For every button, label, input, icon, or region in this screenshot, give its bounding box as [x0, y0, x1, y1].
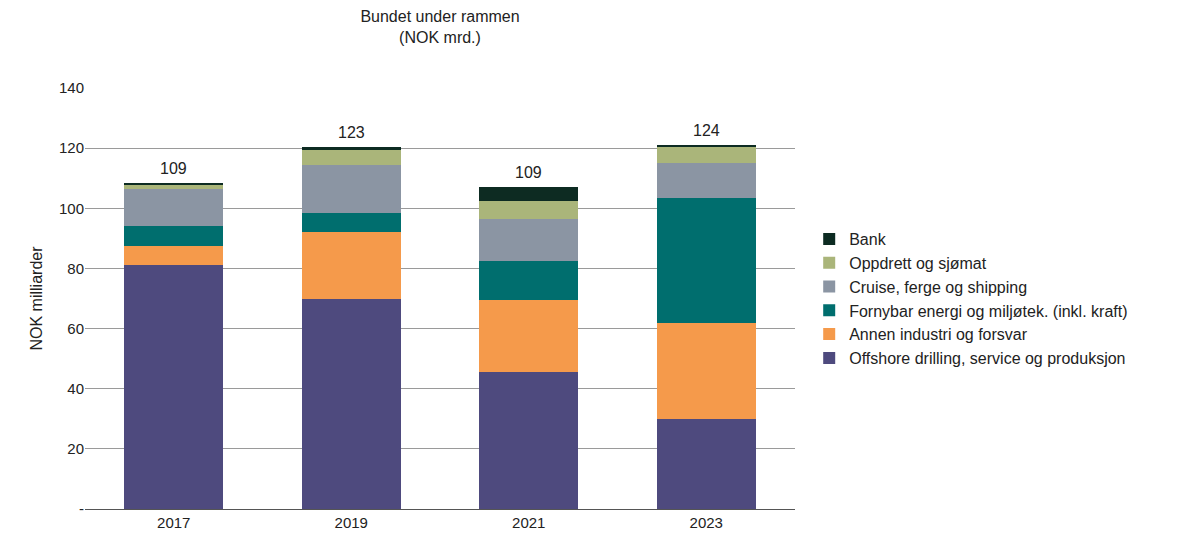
svg-text:2023: 2023	[690, 514, 723, 531]
svg-text:2017: 2017	[157, 514, 190, 531]
svg-text:140: 140	[59, 79, 84, 96]
svg-text:Bank: Bank	[849, 231, 886, 248]
svg-text:80: 80	[67, 260, 84, 277]
svg-text:20: 20	[67, 440, 84, 457]
svg-text:120: 120	[59, 139, 84, 156]
svg-text:Cruise, ferge og shipping: Cruise, ferge og shipping	[849, 279, 1027, 296]
svg-text:40: 40	[67, 380, 84, 397]
svg-text:109: 109	[515, 164, 542, 181]
svg-text:60: 60	[67, 320, 84, 337]
svg-text:Offshore drilling, service og: Offshore drilling, service og produksjon	[849, 350, 1125, 367]
svg-text:Fornybar energi og miljøtek. (: Fornybar energi og miljøtek. (inkl. kraf…	[849, 303, 1127, 320]
svg-text:NOK milliarder: NOK milliarder	[28, 246, 45, 351]
svg-text:-: -	[79, 500, 84, 517]
svg-text:109: 109	[160, 160, 187, 177]
svg-text:Oppdrett og sjømat: Oppdrett og sjømat	[849, 255, 987, 272]
svg-text:2021: 2021	[512, 514, 545, 531]
svg-text:124: 124	[693, 122, 720, 139]
svg-text:Annen industri og forsvar: Annen industri og forsvar	[849, 326, 1028, 343]
svg-text:2019: 2019	[335, 514, 368, 531]
svg-text:Bundet under rammen(NOK mrd.): Bundet under rammen(NOK mrd.)	[360, 8, 519, 46]
svg-text:100: 100	[59, 200, 84, 217]
svg-text:123: 123	[338, 124, 365, 141]
